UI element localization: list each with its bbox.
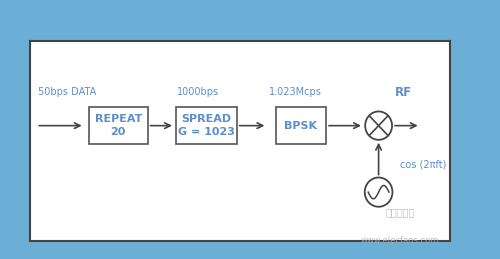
Bar xyxy=(276,107,326,145)
Circle shape xyxy=(365,111,392,140)
Text: cos (2πft): cos (2πft) xyxy=(400,160,446,170)
Text: RF: RF xyxy=(395,86,412,99)
Text: 20: 20 xyxy=(110,127,126,138)
Text: 电子发烧网: 电子发烧网 xyxy=(386,207,414,217)
Bar xyxy=(176,107,237,145)
Text: BPSK: BPSK xyxy=(284,121,318,131)
Text: 1.023Mcps: 1.023Mcps xyxy=(270,87,322,97)
Text: REPEAT: REPEAT xyxy=(94,114,142,124)
Text: www.elecfans.com: www.elecfans.com xyxy=(361,236,439,245)
Circle shape xyxy=(364,177,392,207)
Bar xyxy=(89,107,148,145)
Text: 50bps DATA: 50bps DATA xyxy=(38,87,96,97)
Text: SPREAD: SPREAD xyxy=(182,114,232,124)
Text: 1000bps: 1000bps xyxy=(177,87,219,97)
Text: G = 1023: G = 1023 xyxy=(178,127,235,138)
